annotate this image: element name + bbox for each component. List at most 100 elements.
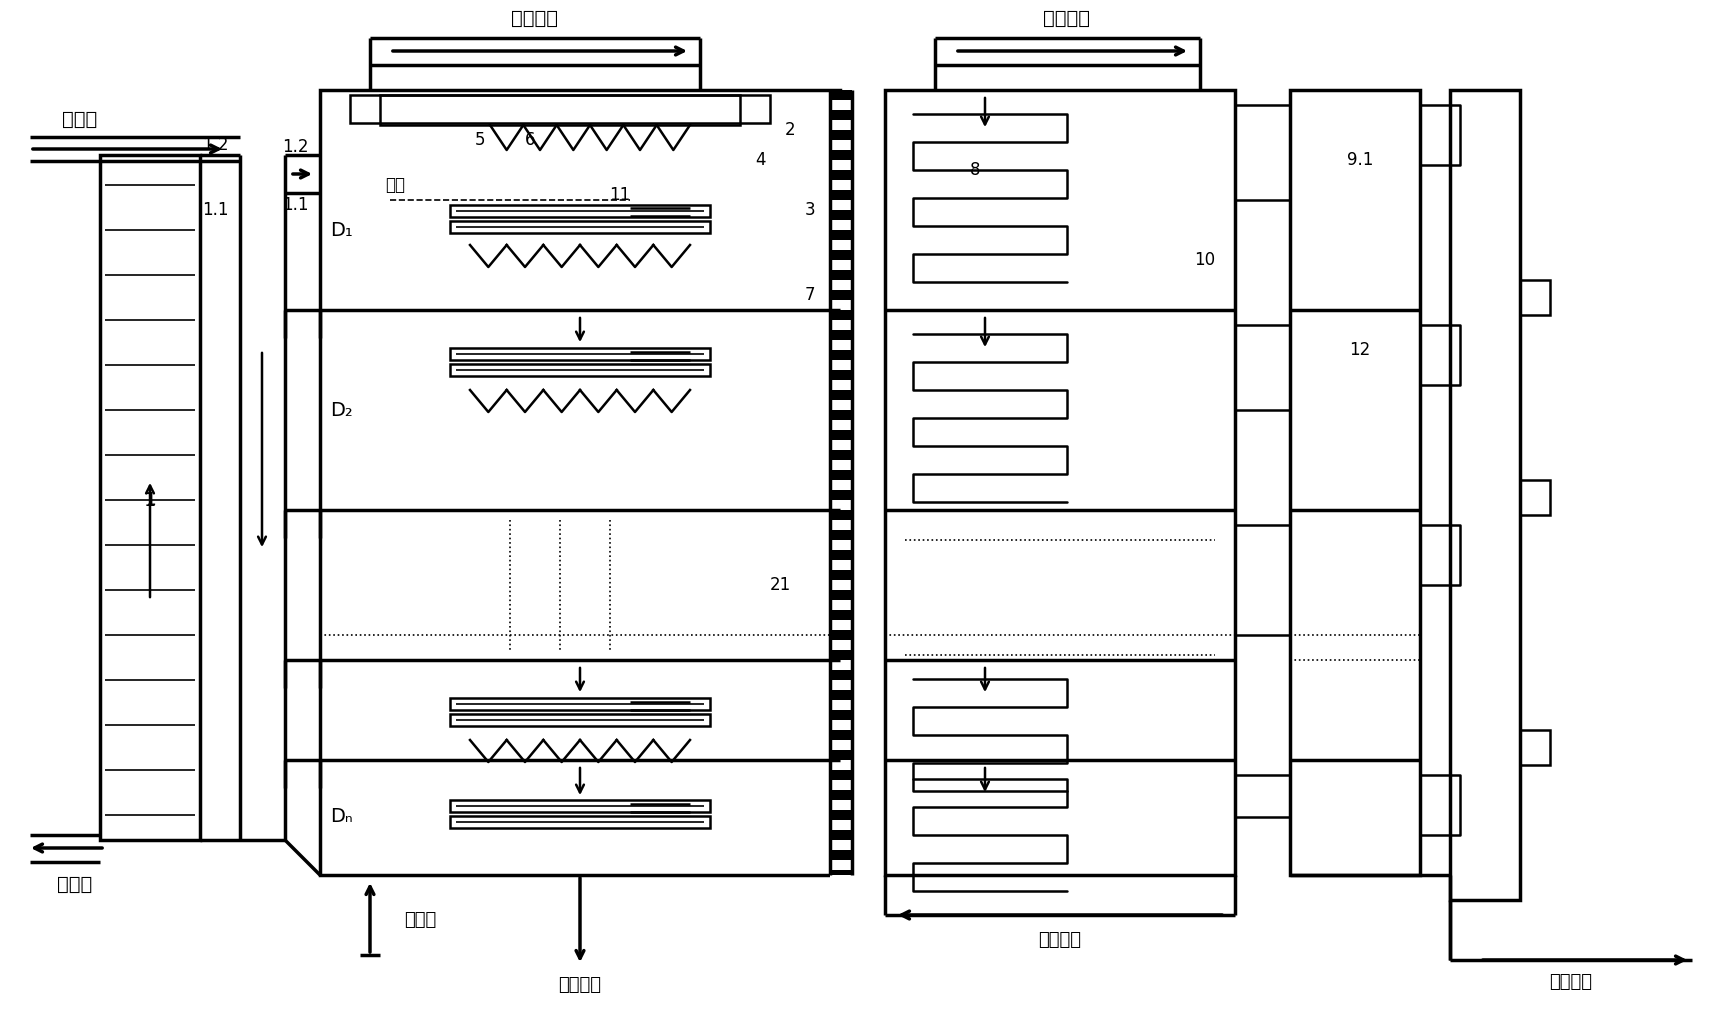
Text: Dₙ: Dₙ xyxy=(331,807,353,827)
Bar xyxy=(1450,90,1521,900)
Polygon shape xyxy=(830,480,852,490)
Polygon shape xyxy=(830,230,852,240)
Bar xyxy=(450,364,710,376)
Bar xyxy=(1521,480,1550,515)
Polygon shape xyxy=(830,690,852,700)
Polygon shape xyxy=(830,320,852,330)
Text: 11: 11 xyxy=(610,186,630,204)
Polygon shape xyxy=(830,730,852,740)
Polygon shape xyxy=(830,410,852,420)
Polygon shape xyxy=(830,850,852,860)
Text: 1.1: 1.1 xyxy=(201,201,229,219)
Bar xyxy=(450,816,710,828)
Text: 冷凝水出: 冷凝水出 xyxy=(1550,973,1592,991)
Polygon shape xyxy=(830,560,852,570)
Polygon shape xyxy=(830,700,852,710)
Text: 1.2: 1.2 xyxy=(201,136,229,154)
Bar xyxy=(1521,280,1550,315)
Bar xyxy=(450,714,710,725)
Polygon shape xyxy=(830,680,852,690)
Polygon shape xyxy=(830,530,852,540)
Bar xyxy=(350,95,771,123)
Bar xyxy=(320,90,840,875)
Polygon shape xyxy=(830,270,852,280)
Polygon shape xyxy=(830,150,852,160)
Polygon shape xyxy=(830,660,852,670)
Polygon shape xyxy=(830,380,852,390)
Bar xyxy=(100,155,199,840)
Text: 冷却水出: 冷却水出 xyxy=(1043,8,1091,28)
Polygon shape xyxy=(830,440,852,450)
Polygon shape xyxy=(830,310,852,320)
Text: 浓溶液出: 浓溶液出 xyxy=(558,976,601,994)
Polygon shape xyxy=(830,875,852,880)
Polygon shape xyxy=(830,740,852,750)
Polygon shape xyxy=(830,340,852,350)
Polygon shape xyxy=(830,209,852,220)
Polygon shape xyxy=(830,791,852,800)
Text: 稀溶液进: 稀溶液进 xyxy=(511,8,558,28)
Polygon shape xyxy=(830,400,852,410)
Polygon shape xyxy=(830,240,852,250)
Bar xyxy=(450,221,710,233)
Polygon shape xyxy=(830,540,852,550)
Polygon shape xyxy=(830,250,852,260)
Polygon shape xyxy=(830,130,852,140)
Text: 9.1: 9.1 xyxy=(1347,151,1373,169)
Polygon shape xyxy=(830,430,852,440)
Polygon shape xyxy=(830,590,852,600)
Polygon shape xyxy=(830,100,852,110)
Polygon shape xyxy=(830,750,852,760)
Polygon shape xyxy=(830,820,852,830)
Polygon shape xyxy=(830,550,852,560)
Polygon shape xyxy=(830,860,852,870)
Polygon shape xyxy=(830,220,852,230)
Text: 4: 4 xyxy=(755,151,766,169)
Polygon shape xyxy=(830,800,852,810)
Polygon shape xyxy=(830,460,852,470)
Polygon shape xyxy=(830,580,852,590)
Text: 3: 3 xyxy=(805,201,816,219)
Polygon shape xyxy=(830,840,852,850)
Polygon shape xyxy=(830,90,852,100)
Polygon shape xyxy=(830,770,852,780)
Polygon shape xyxy=(830,170,852,180)
Polygon shape xyxy=(830,760,852,770)
Polygon shape xyxy=(830,140,852,150)
Text: 1: 1 xyxy=(144,490,156,510)
Text: 8: 8 xyxy=(970,161,980,179)
Bar xyxy=(450,348,710,360)
Polygon shape xyxy=(830,160,852,170)
Text: 冷却水进: 冷却水进 xyxy=(1039,931,1081,949)
Polygon shape xyxy=(830,650,852,660)
Polygon shape xyxy=(830,110,852,120)
Polygon shape xyxy=(830,470,852,480)
Polygon shape xyxy=(830,499,852,510)
Text: 1.2: 1.2 xyxy=(282,138,308,156)
Text: 6: 6 xyxy=(525,131,535,149)
Polygon shape xyxy=(830,190,852,200)
Bar xyxy=(1290,90,1420,875)
Polygon shape xyxy=(830,180,852,190)
Polygon shape xyxy=(830,280,852,290)
Polygon shape xyxy=(830,600,852,610)
Polygon shape xyxy=(830,780,852,791)
Polygon shape xyxy=(830,290,852,300)
Bar xyxy=(885,90,1235,875)
Bar xyxy=(379,95,740,125)
Text: 热水进: 热水进 xyxy=(62,109,97,129)
Polygon shape xyxy=(830,330,852,340)
Polygon shape xyxy=(830,370,852,380)
Bar xyxy=(450,698,710,710)
Polygon shape xyxy=(830,350,852,360)
Polygon shape xyxy=(830,200,852,209)
Text: 溶液进: 溶液进 xyxy=(404,911,436,929)
Text: 热水出: 热水出 xyxy=(57,874,92,894)
Polygon shape xyxy=(830,520,852,530)
Polygon shape xyxy=(830,620,852,630)
Polygon shape xyxy=(830,300,852,310)
Polygon shape xyxy=(830,420,852,430)
Text: 7: 7 xyxy=(805,286,816,304)
Polygon shape xyxy=(830,390,852,400)
Polygon shape xyxy=(830,490,852,499)
